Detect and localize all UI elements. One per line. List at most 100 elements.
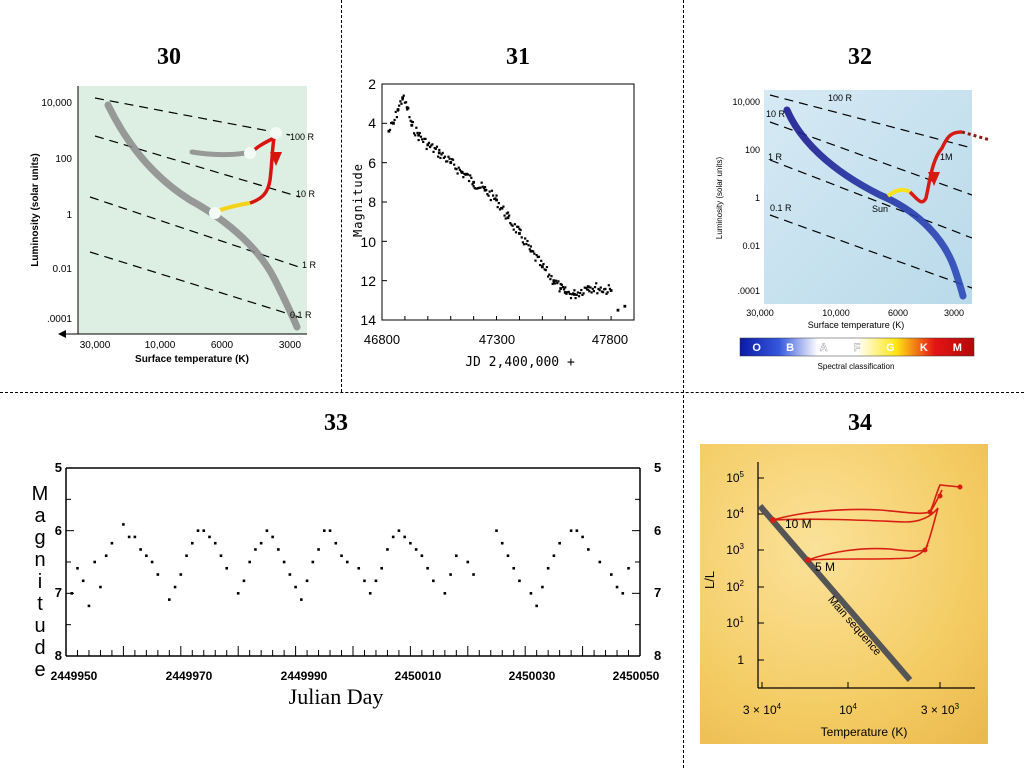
radius-label-30-3: 0.1 R (290, 310, 312, 320)
ytick-31-5: 12 (360, 273, 376, 289)
xtick-32-2: 6000 (888, 308, 908, 318)
main-sequence-34 (757, 504, 913, 682)
data-point-33 (236, 592, 240, 595)
data-point-33 (248, 560, 251, 564)
data-point-31 (510, 223, 513, 226)
data-point-31 (541, 264, 544, 267)
data-point-33 (70, 592, 74, 595)
ylabel-letter-33: i (38, 571, 42, 593)
data-point-31 (448, 157, 451, 160)
data-point-33 (288, 573, 292, 576)
data-point-31 (393, 118, 396, 122)
ytick-34-5: 1 (737, 653, 744, 667)
ytick-31-1: 4 (368, 115, 376, 131)
data-point-31 (411, 120, 415, 124)
ytick-right-33-3: 8 (654, 648, 661, 663)
track-start-10m-34 (770, 517, 776, 523)
data-point-31 (589, 286, 592, 289)
data-point-31 (558, 290, 561, 293)
data-point-31 (488, 190, 491, 193)
data-point-31 (494, 197, 497, 200)
data-point-31 (561, 286, 565, 289)
data-point-31 (609, 289, 613, 292)
data-point-33 (271, 535, 274, 539)
ytick-32-1: 100 (745, 145, 760, 155)
xtick-30-0: 30,000 (80, 340, 111, 351)
divider-vertical-left (341, 0, 342, 392)
xlabel-32: Surface temperature (K) (808, 320, 905, 330)
data-point-31 (598, 289, 601, 292)
data-point-31 (489, 198, 492, 202)
data-point-31 (408, 116, 411, 119)
data-point-33 (495, 529, 498, 532)
data-point-33 (363, 579, 366, 583)
data-point-33 (432, 579, 435, 583)
track-10m-34 (772, 484, 961, 523)
data-point-31 (503, 214, 506, 217)
data-point-33 (615, 585, 619, 589)
data-point-31 (430, 144, 433, 147)
data-point-33 (334, 541, 338, 545)
data-point-33 (208, 535, 211, 539)
data-point-31 (442, 156, 445, 159)
data-point-31 (597, 287, 600, 291)
data-point-31 (473, 187, 476, 190)
track-point-34-c (937, 493, 943, 499)
xtick-31-2: 47800 (592, 332, 628, 347)
data-point-31 (575, 293, 578, 296)
data-point-31 (454, 167, 457, 170)
data-point-31 (504, 217, 507, 220)
ytick-32-0: 10,000 (732, 97, 760, 107)
data-point-33 (219, 554, 223, 558)
data-point-31 (431, 143, 434, 146)
data-point-31 (471, 183, 474, 186)
ylabel-letter-33: n (34, 549, 45, 571)
data-point-31 (483, 186, 487, 189)
data-point-31 (466, 173, 470, 176)
panel-number-30: 30 (157, 44, 181, 70)
data-point-31 (584, 286, 587, 289)
panel-number-32: 32 (848, 44, 872, 70)
data-point-31 (543, 268, 546, 271)
track-extension-32 (961, 130, 991, 142)
ytick-31-4: 10 (360, 234, 376, 250)
spectral-class-o: O (752, 342, 761, 354)
radius-labels-30: 100 R 10 R 1 R 0.1 R (290, 132, 317, 320)
data-point-33 (368, 592, 372, 595)
data-point-31 (552, 279, 556, 283)
data-point-33 (414, 548, 418, 551)
data-point-31 (500, 206, 503, 210)
ytick-left-33-1: 6 (55, 523, 62, 538)
spectral-class-m: M (953, 342, 962, 354)
radius-label-32-0: 100 R (828, 93, 853, 103)
data-point-33 (311, 560, 315, 564)
data-point-33 (512, 566, 516, 570)
data-point-33 (282, 560, 286, 564)
data-point-33 (265, 529, 269, 532)
ylabel-33: Magnitude (32, 483, 49, 681)
data-point-31 (542, 262, 545, 266)
xtick-33-0: 2449950 (51, 669, 98, 683)
data-point-31 (469, 174, 472, 177)
panel-number-31: 31 (506, 44, 530, 70)
xtick-30-2: 6000 (211, 340, 234, 351)
data-point-31 (573, 293, 576, 296)
data-point-33 (569, 529, 573, 532)
ylabel-letter-33: M (32, 483, 49, 505)
marker-30-b (244, 147, 256, 159)
data-point-33 (500, 541, 504, 545)
data-point-31 (490, 189, 494, 192)
data-points-31 (387, 94, 627, 312)
plot-frame-31 (381, 83, 635, 321)
data-point-33 (294, 585, 297, 589)
data-point-33 (426, 566, 429, 570)
xtick-32-0: 30,000 (746, 308, 774, 318)
marker-30-c (270, 127, 282, 139)
data-point-33 (374, 579, 378, 583)
data-point-31 (435, 145, 439, 148)
data-point-31 (506, 211, 510, 214)
data-point-31 (520, 236, 523, 239)
data-point-31 (512, 228, 515, 231)
ytick-right-33-2: 7 (654, 585, 661, 600)
data-point-31 (440, 153, 443, 156)
